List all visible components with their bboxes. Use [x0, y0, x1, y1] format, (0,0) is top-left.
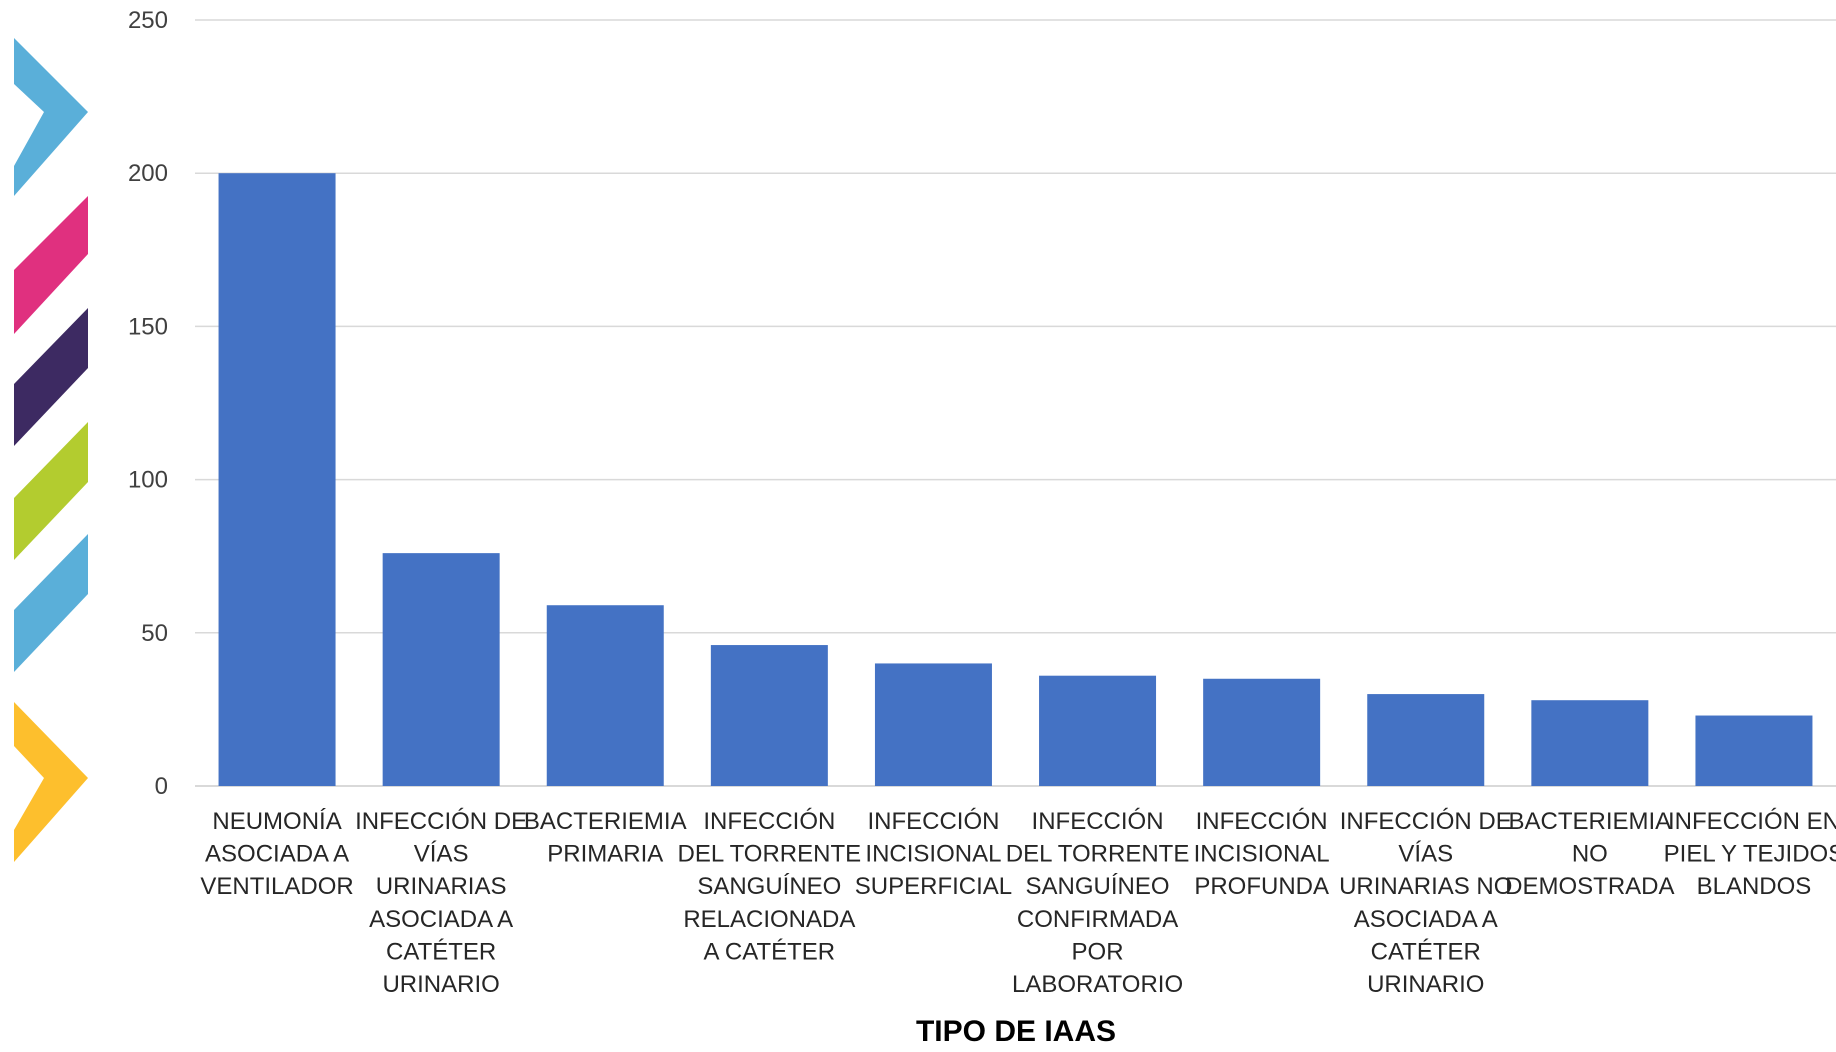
- x-category-label-line: DEL TORRENTE: [1006, 841, 1190, 868]
- x-category-label-line: BACTERIEMIA: [524, 808, 687, 835]
- x-category-label-line: URINARIO: [1367, 971, 1484, 998]
- x-category-label: BACTERIEMIA PRIMARIA: [524, 808, 687, 868]
- x-category-label-line: ASOCIADA A: [1354, 906, 1498, 933]
- y-tick-label: 200: [128, 160, 168, 187]
- x-category-label-line: VÍAS: [414, 841, 469, 868]
- y-tick-label: 0: [155, 773, 168, 800]
- chevron-pink-icon: [14, 196, 88, 334]
- x-category-label: INFECCIÓN DE VÍAS URINARIAS ASOCIADA A CATÉT…: [355, 808, 527, 998]
- x-category-label: INFECCIÓN INCISIONAL SUPERFICIAL: [855, 808, 1012, 900]
- x-category-label-line: SUPERFICIAL: [855, 873, 1012, 900]
- x-category-label-line: INFECCIÓN: [1196, 808, 1328, 835]
- x-category-label: INFECCIÓN INCISIONAL PROFUNDA: [1194, 808, 1330, 900]
- chevron-green-icon: [14, 422, 88, 560]
- chevron-yellow-icon: [14, 702, 88, 862]
- x-category-label-line: INCISIONAL: [1194, 841, 1330, 868]
- x-category-label-line: CATÉTER: [1371, 938, 1481, 965]
- x-category-label-line: INFECCIÓN: [1032, 808, 1164, 835]
- y-tick-label: 50: [141, 620, 168, 647]
- x-category-label: INFECCIÓN EN PIEL Y TEJIDOS BLANDOS: [1664, 808, 1836, 900]
- y-tick-label: 250: [128, 7, 168, 34]
- bar: [1039, 675, 1157, 786]
- x-category-label-line: LABORATORIO: [1012, 971, 1183, 998]
- y-tick-label: 100: [128, 467, 168, 494]
- x-category-label-line: INFECCIÓN DE: [1340, 808, 1512, 835]
- x-category-label-line: RELACIONADA: [683, 906, 855, 933]
- chevron-blue-top-icon: [14, 38, 88, 196]
- x-category-label-line: ASOCIADA A: [205, 841, 349, 868]
- x-category-label-line: PIEL Y TEJIDOS: [1664, 841, 1836, 868]
- x-category-label-line: PRIMARIA: [547, 841, 663, 868]
- x-category-label-line: POR: [1072, 938, 1124, 965]
- bar: [382, 553, 500, 786]
- bar: [1367, 694, 1485, 786]
- x-category-label-line: INFECCIÓN DE: [355, 808, 527, 835]
- x-category-label-line: ASOCIADA A: [369, 906, 513, 933]
- x-category-label-line: VENTILADOR: [200, 873, 353, 900]
- x-category-label-line: BACTERIEMIA: [1508, 808, 1671, 835]
- x-axis-title: TIPO DE IAAS: [916, 1015, 1116, 1047]
- x-category-label-line: INCISIONAL: [865, 841, 1001, 868]
- bar: [1203, 678, 1321, 786]
- x-category-label-line: URINARIAS NO: [1339, 873, 1512, 900]
- x-category-label-line: URINARIAS: [376, 873, 507, 900]
- x-category-label-line: BLANDOS: [1697, 873, 1812, 900]
- x-category-label-line: CATÉTER: [386, 938, 496, 965]
- y-axis-ticks: 0 50 100 150 200 250: [128, 7, 168, 800]
- x-category-label-line: URINARIO: [382, 971, 499, 998]
- bar: [546, 605, 664, 786]
- x-category-label-line: PROFUNDA: [1194, 873, 1329, 900]
- bar: [218, 173, 336, 786]
- y-tick-label: 150: [128, 313, 168, 340]
- chevron-blue-bottom-icon: [14, 534, 88, 672]
- x-category-label: INFECCIÓN DE VÍAS URINARIAS NO ASOCIADA A CA…: [1339, 808, 1512, 998]
- x-category-label-line: INFECCIÓN EN: [1668, 808, 1836, 835]
- x-category-label-line: SANGUÍNEO: [697, 873, 841, 900]
- bar: [710, 645, 828, 786]
- x-category-label-line: NEUMONÍA: [212, 808, 341, 835]
- decorative-chevrons: [14, 38, 88, 862]
- bar: [874, 663, 992, 786]
- x-category-label-line: DEMOSTRADA: [1505, 873, 1674, 900]
- x-category-label: INFECCIÓN DEL TORRENTE SANGUÍNEO RELACIONAD…: [678, 808, 862, 965]
- x-category-label: INFECCIÓN DEL TORRENTE SANGUÍNEO CONFIRMADA…: [1006, 808, 1190, 998]
- x-category-label-line: CONFIRMADA: [1017, 906, 1178, 933]
- bar: [1695, 715, 1813, 786]
- bar: [1531, 700, 1649, 786]
- x-category-label: NEUMONÍA ASOCIADA A VENTILADOR: [200, 808, 353, 900]
- x-category-label: BACTERIEMIA NO DEMOSTRADA: [1505, 808, 1674, 900]
- chevron-purple-icon: [14, 308, 88, 446]
- x-category-label-line: NO: [1572, 841, 1608, 868]
- x-category-label-line: DEL TORRENTE: [678, 841, 862, 868]
- bars: [218, 173, 1813, 786]
- x-category-label-line: INFECCIÓN: [867, 808, 999, 835]
- x-category-label-line: SANGUÍNEO: [1026, 873, 1170, 900]
- x-category-label-line: VÍAS: [1398, 841, 1453, 868]
- x-category-label-line: A CATÉTER: [704, 938, 836, 965]
- x-category-label-line: INFECCIÓN: [703, 808, 835, 835]
